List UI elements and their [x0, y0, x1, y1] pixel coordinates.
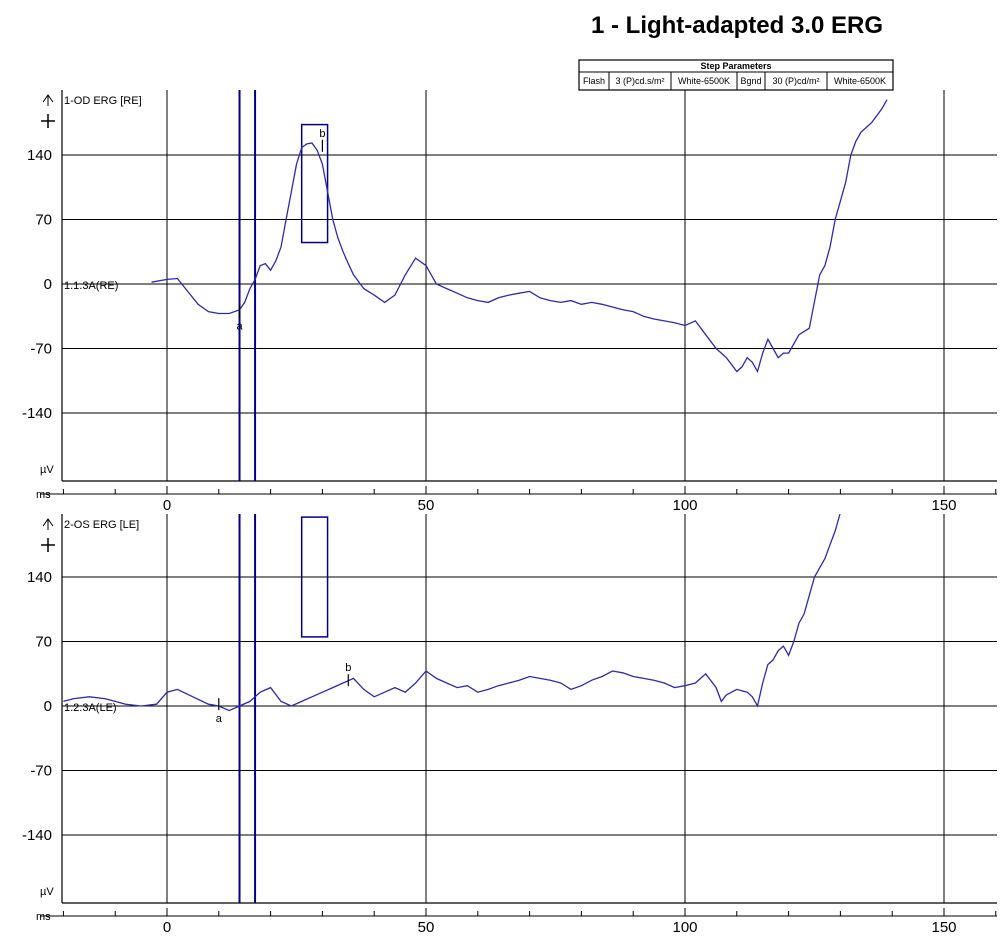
step-parameters-cell: White-6500K: [834, 76, 886, 86]
chart-title: 1 - Light-adapted 3.0 ERG: [591, 12, 883, 39]
scale-up-arrow-icon[interactable]: [42, 518, 54, 530]
y-tick-label: 70: [35, 634, 52, 651]
x-tick-label: 0: [163, 497, 171, 514]
step-parameters-cell: 30 (P)cd/m²: [772, 76, 819, 86]
y-tick-label: 140: [27, 147, 52, 164]
x-tick-label: 150: [931, 919, 956, 936]
x-axis-unit-label: ms: [36, 911, 51, 923]
step-parameters-border: [578, 59, 894, 91]
y-tick-label: -70: [30, 341, 52, 358]
peak-marker-label: b: [319, 128, 325, 140]
panel-2: 140 70 0 -70 -140 0 50 100 150 ms µV 2-OS ERG [LE] 1…: [22, 514, 997, 936]
zoom-plus-icon[interactable]: [41, 538, 55, 552]
y-tick-label: -140: [22, 827, 52, 844]
erg-trace: [151, 99, 888, 374]
marker-box[interactable]: [300, 123, 329, 244]
x-axis: 0 50 100 150 ms: [36, 908, 997, 936]
peak-marker-label: b: [345, 662, 351, 674]
erg-trace: [63, 514, 841, 712]
x-tick-label: 50: [418, 919, 435, 936]
y-tick-label: 0: [44, 276, 52, 293]
series-name: 1-OD ERG [RE]: [64, 95, 142, 107]
y-tick-label: 70: [35, 212, 52, 229]
step-parameters-cell: Flash: [583, 76, 605, 86]
x-tick-label: 100: [672, 919, 697, 936]
baseline-label: 1.2.3A(LE): [64, 702, 117, 714]
x-axis: 0 50 100 150 ms: [36, 486, 997, 514]
step-parameters-cell: 3 (P)cd.s/m²: [615, 76, 664, 86]
y-tick-label: 0: [44, 698, 52, 715]
peak-marker-label: a: [216, 713, 223, 725]
step-parameters-table: Step Parameters Flash 3 (P)cd.s/m² White-65…: [578, 59, 894, 91]
scale-up-arrow-icon[interactable]: [42, 94, 54, 106]
series-name: 2-OS ERG [LE]: [64, 519, 139, 531]
marker-box[interactable]: [300, 516, 329, 638]
y-tick-label: 140: [27, 569, 52, 586]
zoom-plus-icon[interactable]: [41, 114, 55, 128]
y-axis-unit-label: µV: [40, 886, 54, 898]
x-axis-unit-label: ms: [36, 489, 51, 501]
x-tick-label: 50: [418, 497, 435, 514]
step-parameters-cell: White-6500K: [678, 76, 730, 86]
chart-panels: 140 70 0 -70 -140 0 50 100 150 ms µV 1-OD ERG [RE] 1…: [22, 90, 997, 936]
peak-marker-label: a: [236, 321, 243, 333]
x-tick-label: 100: [672, 497, 697, 514]
x-tick-label: 150: [931, 497, 956, 514]
y-tick-label: -70: [30, 763, 52, 780]
y-tick-label: -140: [22, 405, 52, 422]
y-axis-unit-label: µV: [40, 464, 54, 476]
step-parameters-cell: Bgnd: [740, 76, 761, 86]
x-tick-label: 0: [163, 919, 171, 936]
baseline-label: 1.1.3A(RE): [64, 280, 118, 292]
step-parameters-header: Step Parameters: [700, 61, 771, 71]
panel-1: 140 70 0 -70 -140 0 50 100 150 ms µV 1-OD ERG [RE] 1…: [22, 90, 997, 514]
